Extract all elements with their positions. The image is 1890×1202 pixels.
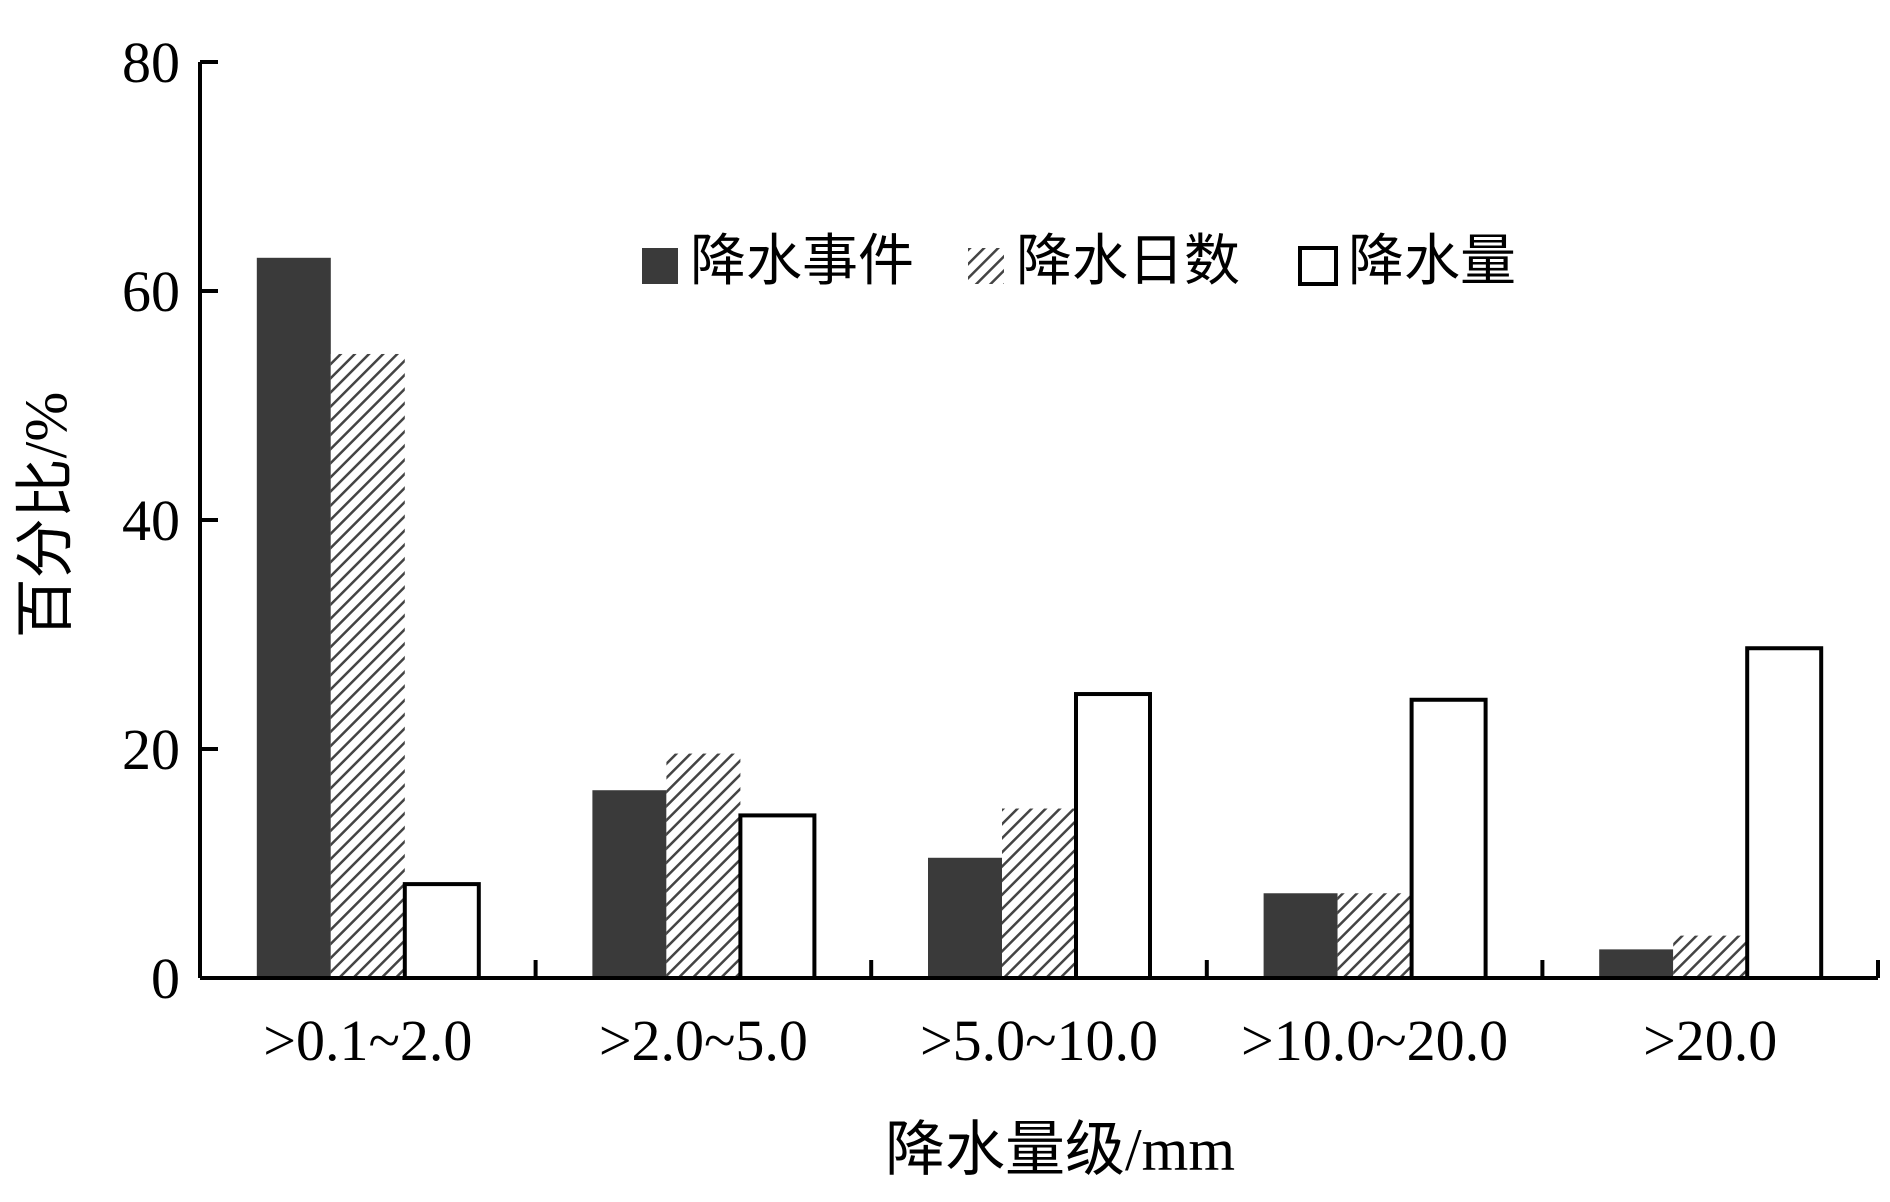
bar-3-4 [1409, 697, 1488, 980]
bar-3-2 [738, 813, 817, 980]
bar-1-5 [1599, 949, 1674, 978]
bar-1-2 [592, 790, 667, 978]
y-tick-label-5: 80 [122, 30, 180, 95]
y-tick-label-1: 0 [151, 946, 180, 1011]
y-tick-label-4: 60 [122, 259, 180, 324]
bar-1-3 [928, 857, 1002, 978]
bar-1-4 [1263, 893, 1338, 978]
bar-2-2 [666, 753, 741, 978]
legend-label-1: 降水事件 [690, 231, 914, 293]
x-tick-label-2: >2.0~5.0 [599, 1008, 808, 1073]
legend-swatch-2 [968, 248, 1004, 284]
x-tick-label-5: >20.0 [1643, 1008, 1777, 1073]
legend-label-2: 降水日数 [1016, 231, 1240, 293]
bar-2-1 [330, 353, 405, 979]
bar-2-4 [1337, 893, 1412, 978]
bar-3-1 [402, 882, 481, 980]
axes: 0 20 40 60 80 >0.1~2.0 >2.0~5.0 >5.0~10.0 >10.0~… [122, 30, 1880, 1073]
y-axis-title: 百分比/% [13, 392, 79, 639]
legend: 降水事件 降水日数 降水量 [642, 231, 1516, 293]
bar-3-5 [1745, 646, 1824, 980]
bar-2-5 [1673, 935, 1748, 978]
bar-2-3 [1002, 808, 1076, 978]
bar-1-1 [256, 257, 331, 978]
legend-label-3: 降水量 [1348, 231, 1516, 293]
x-tick-label-4: >10.0~20.0 [1241, 1008, 1508, 1073]
y-tick-label-3: 40 [122, 488, 180, 553]
x-tick-label-1: >0.1~2.0 [263, 1008, 472, 1073]
x-tick-label-3: >5.0~10.0 [920, 1008, 1158, 1073]
legend-swatch-3 [1298, 246, 1338, 286]
bar-3-3 [1074, 692, 1152, 980]
x-axis-title: 降水量级/mm [885, 1117, 1235, 1183]
y-tick-label-2: 20 [122, 717, 180, 782]
legend-swatch-1 [642, 248, 678, 284]
plot-area [256, 257, 1824, 980]
